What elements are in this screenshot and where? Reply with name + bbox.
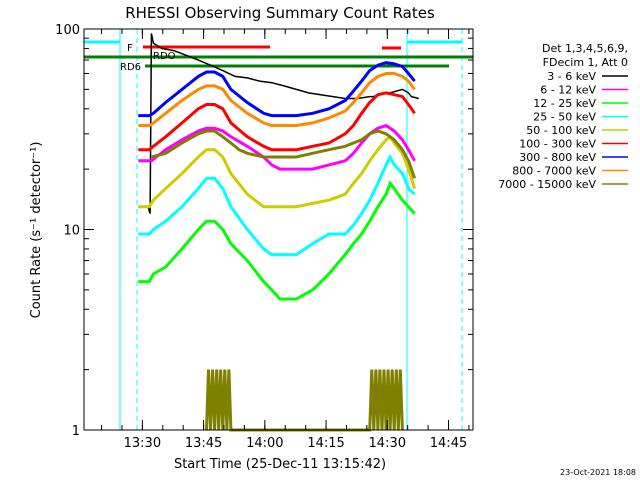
x-tick-label: 14:15: [307, 436, 344, 451]
legend-header-line2: FDecim 1, Att 0: [543, 56, 628, 69]
x-tick-label: 14:30: [369, 436, 406, 451]
y-tick-label: 10: [63, 224, 80, 239]
series-line-6: [138, 61, 416, 118]
series-line-2: [138, 180, 416, 301]
legend-header-line1: Det 1,3,4,5,6,9,: [542, 42, 628, 55]
x-tick-label: 13:45: [185, 436, 222, 451]
legend-label: 12 - 25 keV: [533, 97, 596, 110]
y-axis-ticks: 1 10 100: [55, 23, 473, 439]
series-line-9: [205, 369, 404, 432]
legend-label: 50 - 100 keV: [526, 124, 596, 137]
series-line-8: [151, 129, 417, 179]
flag-label-rdo: RDO: [153, 51, 176, 62]
legend-label: 25 - 50 keV: [533, 111, 596, 124]
y-tick-label: 1: [72, 424, 80, 439]
x-axis-ticks: 13:30 13:45 14:00 14:15 14:30 14:45: [101, 29, 470, 451]
series-line-4: [138, 134, 417, 209]
chart-title: RHESSI Observing Summary Count Rates: [125, 4, 435, 22]
y-tick-label: 100: [55, 23, 80, 38]
x-axis-label: Start Time (25-Dec-11 13:15:42): [174, 457, 386, 472]
series-line-5: [138, 91, 416, 152]
x-tick-label: 13:30: [124, 436, 161, 451]
flag-label-f: F: [127, 43, 133, 54]
legend-label: 300 - 800 keV: [519, 151, 596, 164]
series-line-3: [138, 153, 416, 257]
legend: Det 1,3,4,5,6,9, FDecim 1, Att 0 3 - 6 k…: [498, 42, 628, 191]
legend-label: 800 - 7000 keV: [512, 165, 596, 178]
x-tick-label: 14:45: [430, 436, 467, 451]
footer-date: 23-Oct-2021 18:08: [560, 468, 636, 477]
y-axis-label: Count Rate (s⁻¹ detector⁻¹): [29, 142, 44, 319]
legend-label: 3 - 6 keV: [547, 70, 596, 83]
series-line-7: [138, 72, 416, 127]
legend-label: 7000 - 15000 keV: [498, 178, 596, 191]
legend-label: 6 - 12 keV: [540, 84, 596, 97]
series-line-1: [138, 123, 416, 171]
series-layer: [138, 33, 419, 432]
x-tick-label: 14:00: [246, 436, 283, 451]
plot-frame: [83, 28, 474, 431]
legend-label: 100 - 300 keV: [519, 138, 596, 151]
time-markers: F RDO RD6: [84, 29, 473, 430]
flag-label-rd6: RD6: [120, 62, 141, 73]
